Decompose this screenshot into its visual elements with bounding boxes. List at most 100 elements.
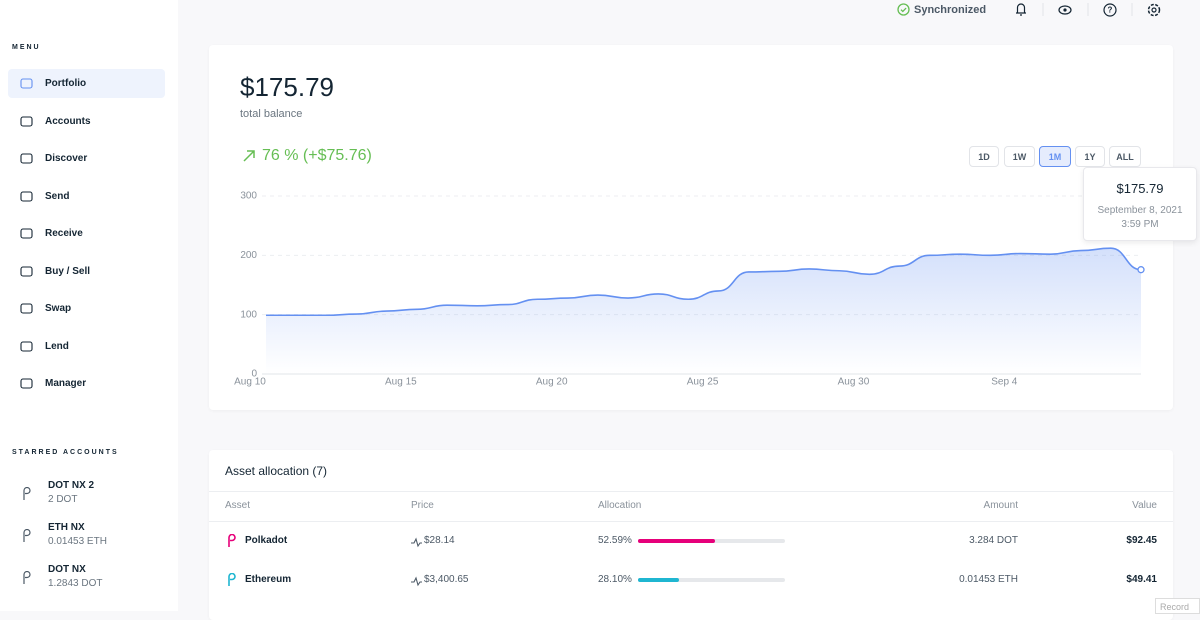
- col-asset: Asset: [225, 500, 251, 511]
- range-button[interactable]: 1D: [969, 146, 999, 167]
- asset-card: [209, 450, 1173, 620]
- menu-label: Swap: [45, 303, 72, 314]
- y-tick-label: 0: [251, 369, 257, 380]
- price-icon: [411, 574, 422, 592]
- x-tick-label: Aug 25: [687, 377, 719, 388]
- menu-icon: [20, 265, 33, 277]
- tooltip-time: 3:59 PM: [1121, 219, 1159, 230]
- x-tick-label: Aug 30: [838, 377, 870, 388]
- account-balance: 0.01453 ETH: [48, 536, 107, 547]
- range-button[interactable]: 1M: [1039, 146, 1071, 167]
- menu-icon: [20, 78, 33, 89]
- asset-value: $49.41: [1126, 574, 1157, 585]
- menu-label: Receive: [45, 228, 83, 239]
- menu-label: Portfolio: [45, 78, 87, 89]
- x-tick-label: Aug 20: [536, 377, 568, 388]
- menu-label: Buy / Sell: [45, 265, 91, 277]
- tooltip: $175.79 September 8, 2021 3:59 PM: [1083, 167, 1197, 241]
- hover-point: [1137, 266, 1145, 274]
- menu-item[interactable]: Send: [8, 182, 165, 211]
- allocation-track: [638, 578, 785, 582]
- area-line: [266, 247, 1142, 317]
- sync-status[interactable]: Synchronized: [897, 3, 986, 16]
- menu-label: Accounts: [45, 115, 91, 127]
- menu-item[interactable]: Swap: [8, 294, 165, 323]
- menu-icon: [20, 115, 33, 127]
- price-icon: [411, 535, 422, 553]
- sidebar: MENU STARRED ACCOUNTS Portfolio Accounts D…: [0, 0, 178, 611]
- starred-title: STARRED ACCOUNTS: [12, 449, 119, 456]
- range-button[interactable]: 1Y: [1075, 146, 1105, 167]
- sync-label: Synchronized: [914, 3, 987, 16]
- up-arrow: [243, 150, 255, 162]
- account-icon: [20, 570, 32, 588]
- account-balance: 1.2843 DOT: [48, 578, 103, 589]
- allocation-label: 28.10%: [598, 574, 632, 585]
- account-name: DOT NX 2: [48, 480, 95, 491]
- menu-label: Discover: [45, 153, 88, 164]
- menu-item[interactable]: Accounts: [8, 107, 165, 136]
- starred-account[interactable]: ETH NX 0.01453 ETH: [48, 522, 107, 547]
- account-balance: 2 DOT: [48, 494, 78, 505]
- menu-title: MENU: [12, 44, 41, 51]
- x-tick-label: Aug 10: [234, 377, 266, 388]
- menu-icon: [20, 153, 33, 164]
- asset-icon: [225, 533, 237, 553]
- menu-item[interactable]: Manager: [8, 369, 165, 398]
- asset-amount: 0.01453 ETH: [959, 574, 1018, 585]
- menu-icon: [20, 303, 33, 314]
- y-tick-label: 100: [240, 309, 257, 320]
- asset-title: Asset allocation (7): [225, 464, 328, 478]
- asset-icon: [225, 572, 237, 592]
- asset-name[interactable]: Ethereum: [245, 574, 292, 585]
- asset-value: $92.45: [1126, 535, 1157, 546]
- asset-price: $28.14: [424, 535, 455, 546]
- y-tick-label: 200: [240, 250, 257, 261]
- asset-amount: 3.284 DOT: [969, 535, 1018, 546]
- tooltip-value: $175.79: [1116, 181, 1164, 196]
- area-fill: [266, 248, 1141, 374]
- top-icons[interactable]: ?: [1010, 0, 1170, 20]
- menu-label: Lend: [45, 340, 69, 352]
- menu-label: Send: [45, 190, 70, 202]
- menu-icon: [20, 190, 33, 202]
- y-tick-label: 300: [240, 191, 257, 202]
- menu-icon: [20, 378, 33, 389]
- tooltip-date: September 8, 2021: [1097, 205, 1183, 216]
- col-value: Value: [1132, 500, 1157, 511]
- col-amount: Amount: [983, 500, 1018, 511]
- menu-label: Manager: [45, 378, 87, 389]
- menu-item[interactable]: Receive: [8, 219, 165, 248]
- menu-icon: [20, 340, 33, 352]
- account-icon: [20, 486, 32, 504]
- menu-item[interactable]: Discover: [8, 144, 165, 173]
- account-icon: [20, 528, 32, 546]
- starred-account[interactable]: DOT NX 2 2 DOT: [48, 480, 94, 505]
- starred-account[interactable]: DOT NX 1.2843 DOT: [48, 564, 102, 589]
- balance-amount: $175.79: [240, 72, 334, 102]
- svg-text:?: ?: [1108, 6, 1113, 15]
- menu-icon: [20, 228, 33, 239]
- allocation-label: 52.59%: [598, 535, 632, 546]
- menu-item[interactable]: Buy / Sell: [8, 257, 165, 286]
- allocation-bar: [638, 578, 680, 582]
- col-price: Price: [411, 500, 434, 511]
- account-name: ETH NX: [48, 522, 85, 533]
- change-text: 76 % (+$75.76): [262, 147, 372, 164]
- x-tick-label: Aug 15: [385, 377, 417, 388]
- range-button[interactable]: 1W: [1004, 146, 1035, 167]
- col-allocation: Allocation: [598, 500, 642, 511]
- asset-name[interactable]: Polkadot: [245, 535, 288, 546]
- menu-item[interactable]: Portfolio: [8, 69, 165, 98]
- allocation-bar: [638, 539, 716, 543]
- range-button[interactable]: ALL: [1109, 146, 1141, 167]
- x-tick-label: Sep 4: [991, 377, 1018, 388]
- account-name: DOT NX: [48, 564, 86, 575]
- check-icon: [897, 3, 910, 16]
- menu-item[interactable]: Lend: [8, 332, 165, 361]
- asset-price: $3,400.65: [424, 574, 469, 585]
- record-button[interactable]: Record: [1155, 598, 1200, 614]
- balance-change: 76 % (+$75.76): [242, 147, 372, 165]
